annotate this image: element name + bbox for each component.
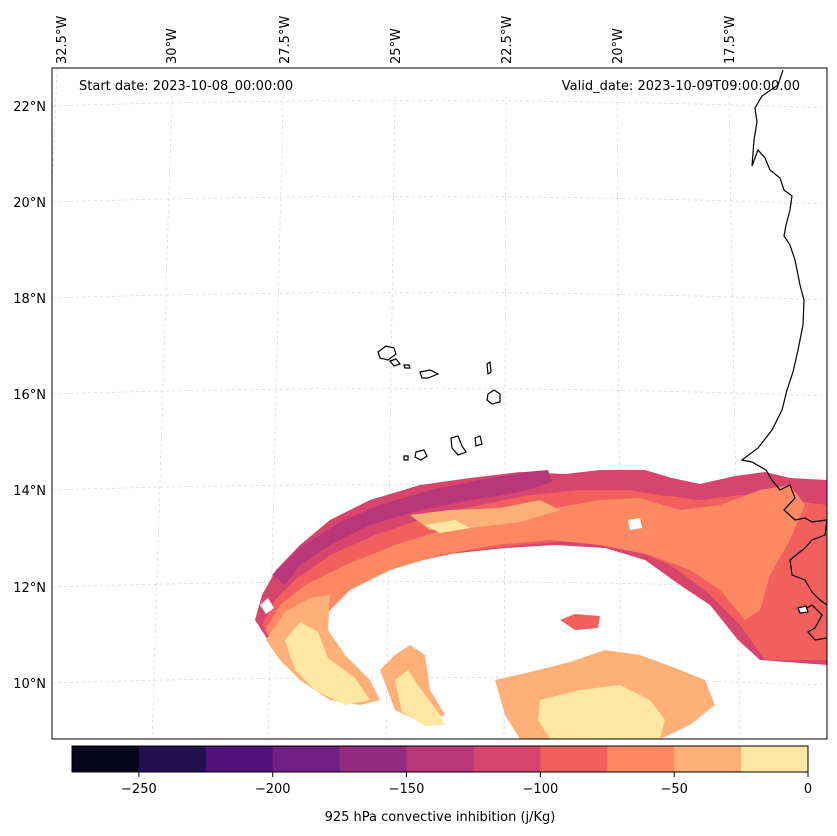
lat-label: 14°N xyxy=(13,484,46,499)
lat-label: 20°N xyxy=(13,196,46,211)
coastlines xyxy=(740,69,828,641)
colorbar-tick-label: −50 xyxy=(660,782,687,797)
lat-label: 16°N xyxy=(13,388,46,403)
sao-nicolau-island xyxy=(419,369,440,379)
start-date-label: Start date: 2023-10-08_00:00:00 xyxy=(79,79,293,94)
lon-label: 30°W xyxy=(165,28,180,64)
lon-label: 27.5°W xyxy=(278,16,293,64)
colorbar-tick-label: −250 xyxy=(121,782,157,797)
colorbar-ticks: −250 −200 −150 −100 −50 0 xyxy=(121,772,812,797)
cin-gap-3 xyxy=(378,708,392,720)
colorbar-cell xyxy=(72,746,140,772)
longitude-labels: 32.5°W 30°W 27.5°W 25°W 22.5°W 20°W 17.5… xyxy=(55,16,738,64)
brava-island xyxy=(403,455,409,461)
colorbar-tick-label: 0 xyxy=(804,782,812,797)
cin-band-yellow-4 xyxy=(425,520,470,533)
bijagos-islands xyxy=(797,605,809,614)
cin-band-red-blob xyxy=(560,614,600,630)
cin-band-darkpatch xyxy=(272,470,552,585)
colorbar-cell xyxy=(138,746,207,772)
cin-band-yellow xyxy=(285,622,370,705)
colorbar-tick-label: −100 xyxy=(523,782,559,797)
lon-label: 22.5°W xyxy=(500,16,515,64)
maio-island xyxy=(474,435,483,447)
colorbar: −250 −200 −150 −100 −50 0 925 hPa convec… xyxy=(71,745,812,825)
lat-label: 10°N xyxy=(13,677,46,692)
colorbar-label: 925 hPa convective inhibition (j/Kg) xyxy=(325,810,556,825)
west-africa-coastline xyxy=(740,69,828,606)
santa-luzia-island xyxy=(403,364,411,369)
colorbar-cell xyxy=(674,746,742,772)
lat-label: 18°N xyxy=(13,292,46,307)
colorbar-cell xyxy=(741,746,809,772)
map-panel xyxy=(51,67,828,740)
cin-band-yellow-2 xyxy=(395,670,445,726)
sal-island xyxy=(486,360,492,376)
cin-contours xyxy=(255,470,827,739)
colorbar-cell xyxy=(272,746,341,772)
map-background xyxy=(52,68,827,739)
colorbar-cell xyxy=(607,746,675,772)
fogo-island xyxy=(414,449,428,461)
colorbar-cell xyxy=(540,746,608,772)
sao-vicente-island xyxy=(388,358,402,367)
santo-antao-island xyxy=(377,345,397,361)
cin-band-yellow-3 xyxy=(538,685,665,739)
lon-label: 17.5°W xyxy=(723,16,738,64)
cin-gap-2 xyxy=(260,598,274,614)
colorbar-cell xyxy=(205,746,274,772)
santiago-island xyxy=(450,435,467,456)
lat-label: 22°N xyxy=(13,100,46,115)
colorbar-tick-label: −150 xyxy=(389,782,425,797)
colorbar-cell xyxy=(473,746,541,772)
guinea-coastline xyxy=(799,604,828,641)
colorbar-cells xyxy=(72,746,809,772)
lon-label: 25°W xyxy=(389,28,404,64)
valid-date-label: Valid_date: 2023-10-09T09:00:00.00 xyxy=(562,79,800,94)
latitude-labels: 22°N 20°N 18°N 16°N 14°N 12°N 10°N xyxy=(13,100,46,692)
cape-verde-islands xyxy=(377,345,809,614)
cin-band-orange xyxy=(265,485,805,645)
colorbar-cell xyxy=(339,746,408,772)
cin-gap xyxy=(628,518,642,530)
boa-vista-island xyxy=(486,389,501,405)
colorbar-cell xyxy=(406,746,474,772)
lon-label: 20°W xyxy=(611,28,626,64)
colorbar-frame xyxy=(71,745,809,773)
map-frame xyxy=(51,67,828,740)
lat-label: 12°N xyxy=(13,581,46,596)
colorbar-tick-label: −200 xyxy=(255,782,291,797)
lon-label: 32.5°W xyxy=(55,16,70,64)
